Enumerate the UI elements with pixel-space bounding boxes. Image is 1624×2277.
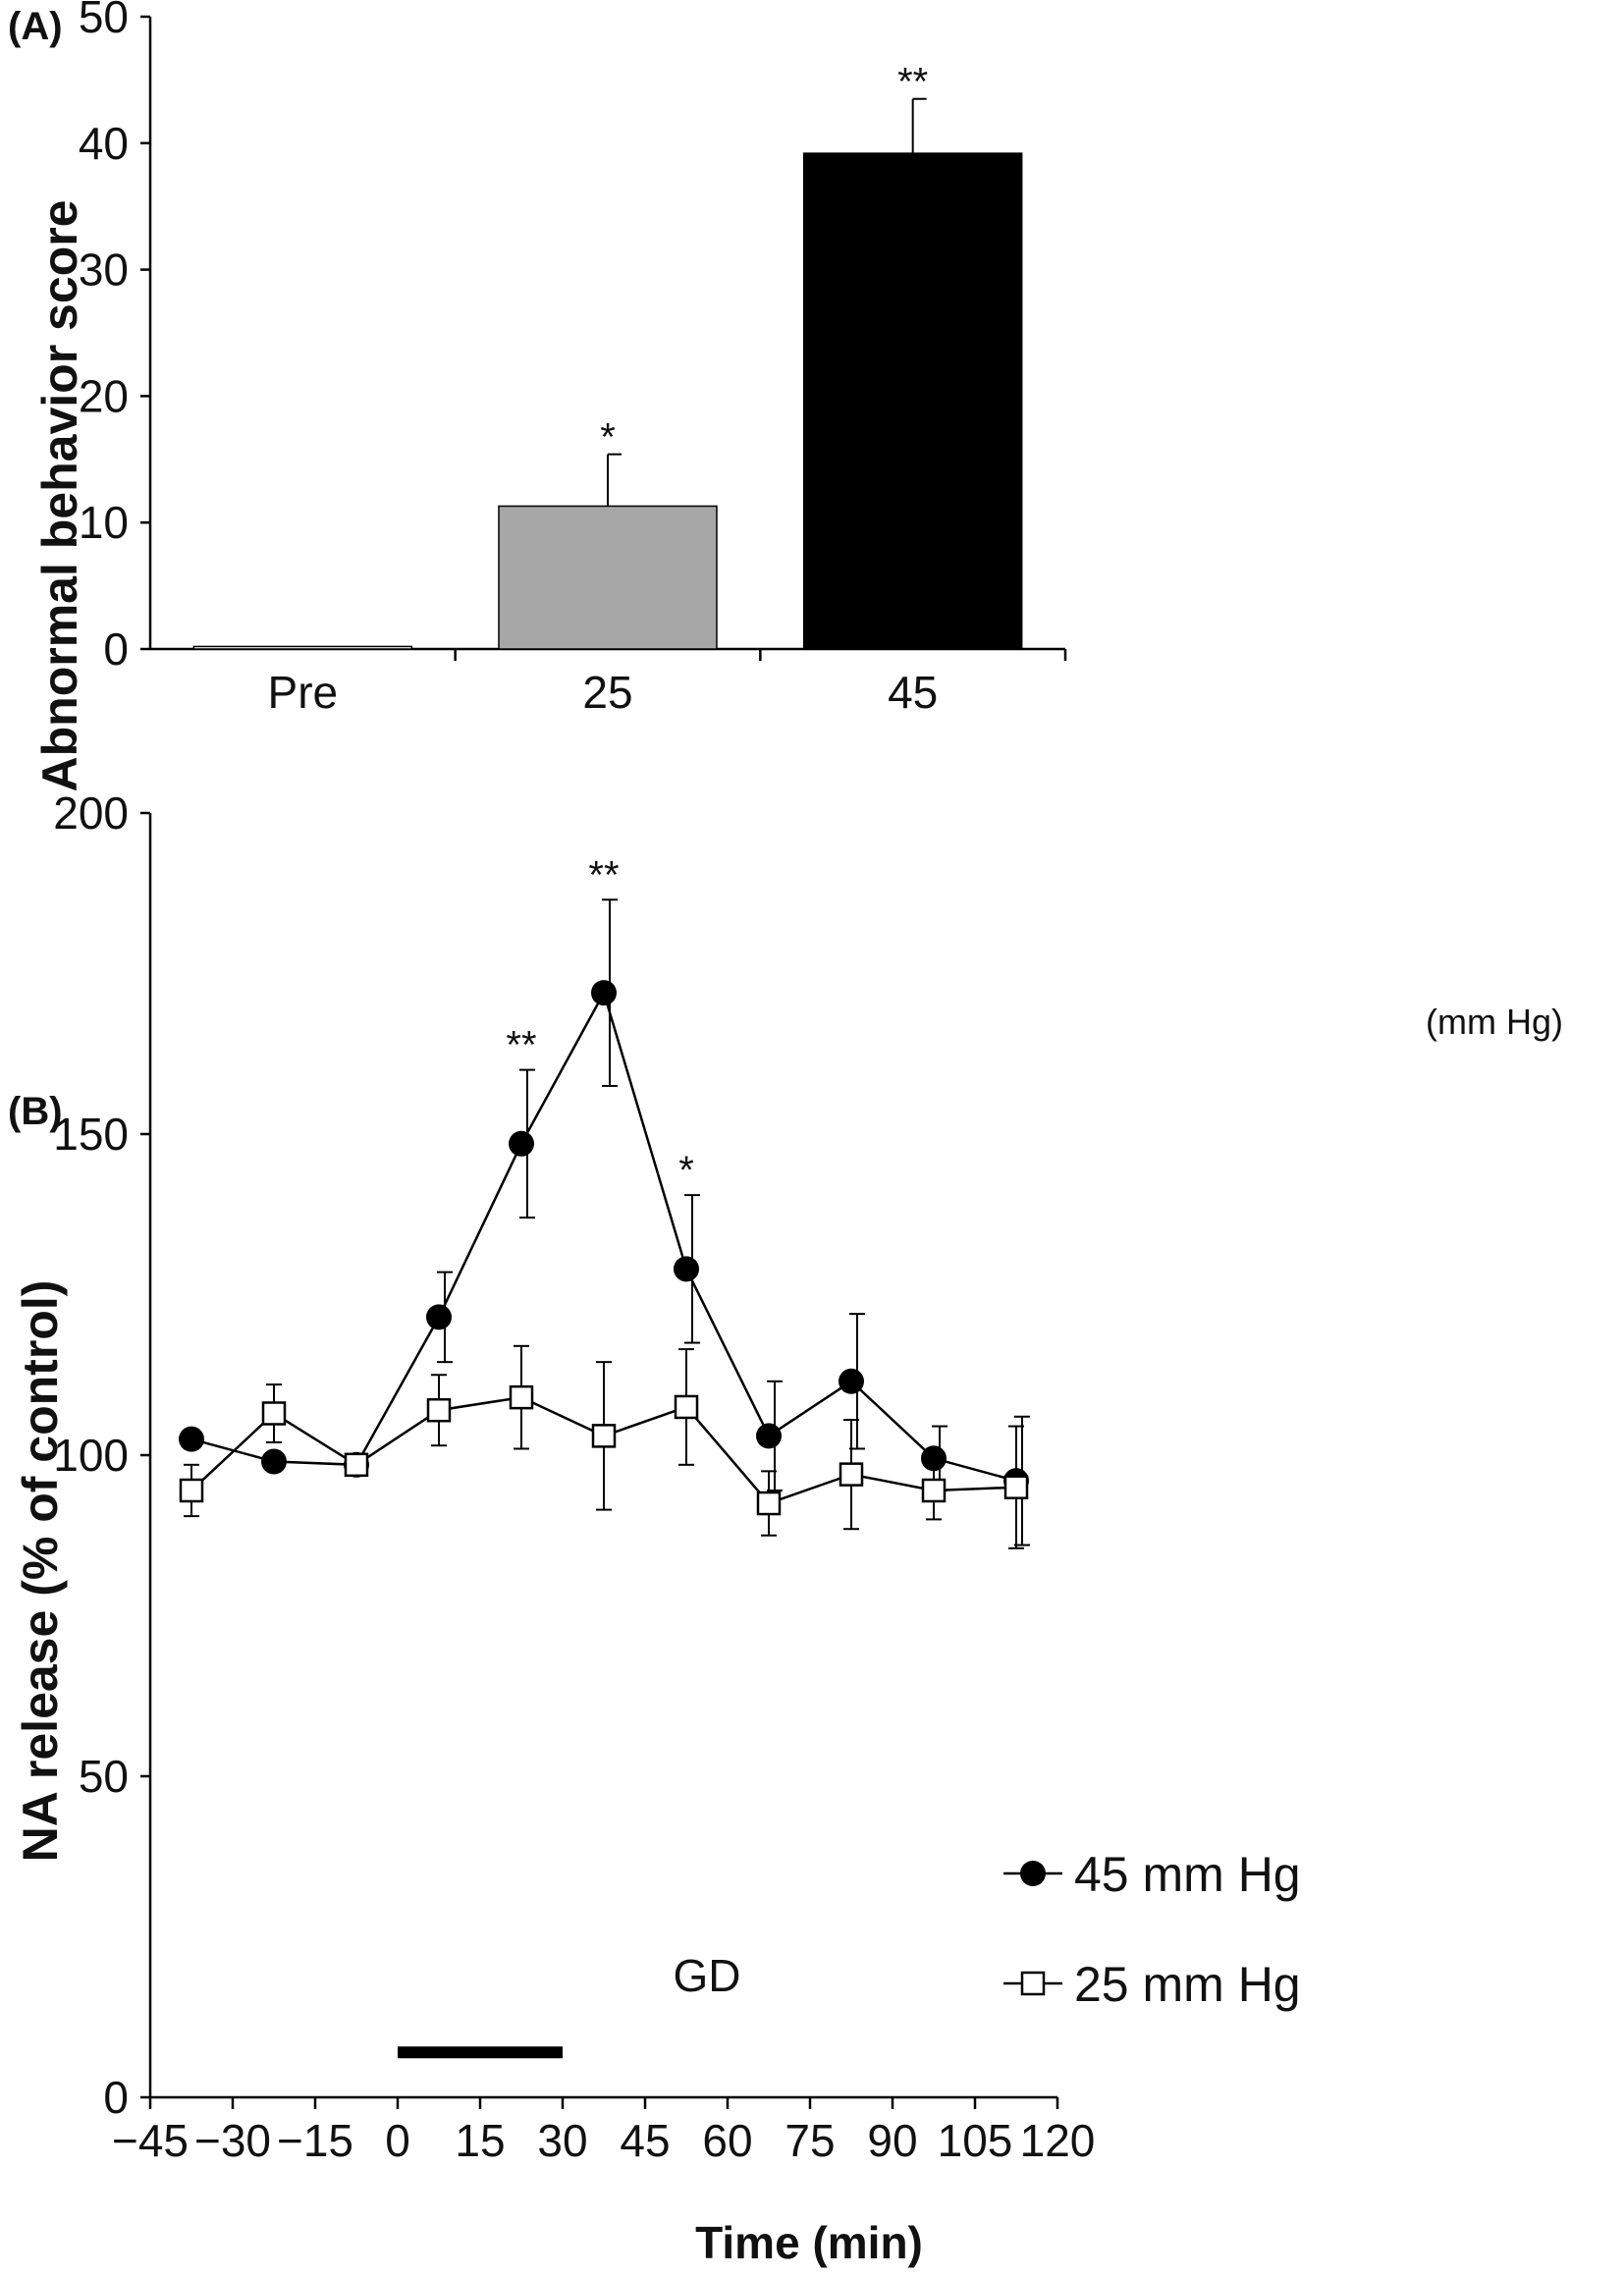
bar	[498, 505, 718, 650]
y-tick-label-a: 30	[79, 244, 129, 296]
y-tick-label-a: 10	[79, 497, 129, 548]
legend-label-25: 25 mm Hg	[1074, 1957, 1301, 2012]
gd-annotation-label: GD	[674, 1950, 741, 2001]
y-tick-label-b: 50	[79, 1751, 129, 1802]
x-tick-label-b: −45	[112, 2115, 189, 2166]
y-tick-label-b: 150	[53, 1109, 129, 1160]
data-point	[921, 1478, 947, 1503]
legend: 45 mm Hg 25 mm Hg	[1003, 1847, 1301, 2012]
y-tick-label-b: 100	[53, 1430, 129, 1481]
data-point	[179, 1478, 204, 1503]
bar	[192, 645, 413, 650]
data-point	[921, 1445, 947, 1472]
y-axis-label-b: NA release (% of control)	[13, 1280, 68, 1863]
significance-marker: *	[678, 1149, 694, 1192]
unit-label-a: (mm Hg)	[1426, 1002, 1563, 1042]
data-point	[261, 1448, 287, 1475]
data-point	[344, 1452, 369, 1478]
panel-label-b: (B)	[8, 1090, 63, 1133]
category-label: Pre	[268, 667, 339, 718]
x-axis-label-b: Time (min)	[695, 2217, 923, 2268]
category-label: 45	[888, 667, 938, 718]
significance-marker: *	[600, 416, 616, 460]
data-point	[839, 1368, 864, 1394]
data-point	[426, 1304, 452, 1330]
category-label: 25	[582, 667, 632, 718]
y-tick-label-a: 20	[79, 370, 129, 421]
y-tick-label-b: 0	[103, 2072, 129, 2123]
bar-chart-a: 0 10 20 30 40 50 Pre * 25 ** 45	[79, 0, 1067, 718]
x-tick-label-b: 15	[455, 2115, 505, 2166]
bar	[802, 152, 1023, 650]
data-point	[179, 1426, 204, 1452]
significance-marker: **	[897, 61, 928, 104]
legend-marker-25	[1020, 1971, 1046, 1996]
significance-marker: **	[506, 1024, 536, 1067]
data-point	[591, 980, 617, 1006]
panel-label-a: (A)	[8, 5, 63, 48]
data-point	[1003, 1475, 1029, 1499]
data-point	[756, 1423, 782, 1449]
x-tick-label-b: 0	[385, 2115, 410, 2166]
x-tick-label-b: 105	[938, 2115, 1013, 2166]
x-tick-label-b: 75	[785, 2115, 835, 2166]
x-tick-label-b: 45	[620, 2115, 670, 2166]
significance-marker: **	[588, 853, 619, 896]
data-point	[674, 1394, 699, 1420]
data-point	[591, 1424, 617, 1448]
legend-label-45: 45 mm Hg	[1074, 1847, 1301, 1902]
data-point	[674, 1256, 699, 1282]
x-tick-label-b: 90	[867, 2115, 917, 2166]
x-tick-label-b: 60	[702, 2115, 752, 2166]
y-tick-label-b: 200	[53, 787, 129, 839]
data-point	[509, 1384, 534, 1410]
x-tick-label-b: −15	[277, 2115, 353, 2166]
y-tick-label-a: 50	[79, 0, 129, 42]
x-tick-label-b: 120	[1020, 2115, 1096, 2166]
line-chart-b: 0 50 100 150 200 −45 −30 −15 0 15 30 45 60 75 90 105 120…	[53, 787, 1095, 2166]
y-axis-label-a: Abnormal behavior score	[32, 200, 87, 792]
data-point	[756, 1491, 782, 1516]
data-point	[509, 1130, 534, 1157]
legend-marker-45	[1020, 1861, 1046, 1886]
y-tick-label-a: 40	[79, 118, 129, 169]
x-tick-label-b: 30	[537, 2115, 587, 2166]
data-point	[426, 1397, 452, 1423]
y-tick-label-a: 0	[103, 623, 129, 675]
data-point	[261, 1401, 287, 1426]
x-tick-label-b: −30	[194, 2115, 271, 2166]
data-point	[839, 1462, 864, 1487]
